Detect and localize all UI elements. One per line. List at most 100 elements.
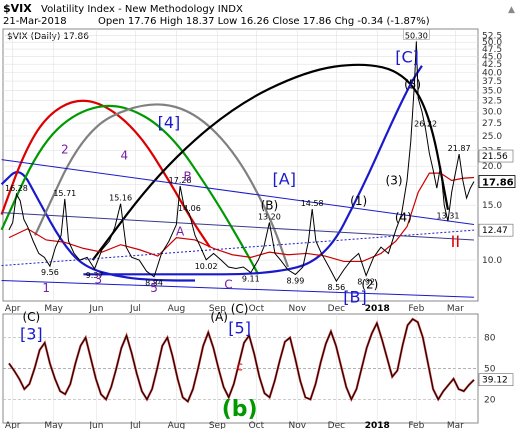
price-tick-label: 45.0 <box>482 52 502 62</box>
price-x-tick-label: Oct <box>249 304 265 314</box>
price-value-label: 9.11 <box>242 275 260 284</box>
oscillator-x-tick-label: Dec <box>328 421 345 429</box>
right-value-labels: 21.56 17.86 12.47 <box>478 149 516 237</box>
price-tick-label: 20.0 <box>482 162 502 172</box>
wave-label: 1 <box>42 281 50 295</box>
oscillator-wave-label: [3] <box>20 325 43 344</box>
gray-arc <box>34 103 290 268</box>
oscillator-wave-label: (b) <box>222 397 258 422</box>
wave-label: II <box>451 232 460 251</box>
wave-label: (4) <box>395 210 412 224</box>
price-tick-label: 50.0 <box>482 38 502 48</box>
oscillator-current-value: 39.12 <box>482 376 508 386</box>
price-tick-label: 25.0 <box>482 132 502 142</box>
wave-label: (2) <box>361 278 378 292</box>
wave-label: (3) <box>386 173 403 187</box>
oscillator-wave-label: (C) <box>22 310 40 324</box>
price-labels: 16.28 15.71 9.56 15.16 9.37 8.84 17.28 14.06 10.… <box>5 29 471 292</box>
moving-average-line <box>8 172 475 263</box>
wave-label: (5) <box>404 78 421 92</box>
price-value-label: 14.06 <box>178 204 201 213</box>
price-value-label: 9.56 <box>41 268 59 277</box>
wave-labels: 1 2 3 4 5 [4] A B C [A] (B) (1) (2) (3) (4) (5) [C] [B] II <box>42 48 460 307</box>
oscillator-x-tick-label: Mar <box>447 421 464 429</box>
last-price-value: 17.86 <box>482 178 514 189</box>
up-arrow-icon[interactable]: ▲ <box>508 5 515 15</box>
oscillator-x-tick-label: 2018 <box>365 421 390 429</box>
price-value-label: 8.92 <box>357 278 375 287</box>
black-arc <box>91 63 450 261</box>
price-axis: 10.012.515.017.520.022.525.027.530.032.5… <box>482 32 502 266</box>
wave-label: 4 <box>120 149 128 163</box>
level-value-box <box>478 223 514 237</box>
oscillator-tick-label: 50 <box>484 365 496 375</box>
index-title: Volatility Index - New Methodology INDX <box>41 4 243 15</box>
oscillator-wave-label: [5] <box>228 318 251 337</box>
price-value-label: 8.99 <box>287 276 305 285</box>
oscillator-tick-label: 20 <box>484 395 496 405</box>
price-panel-frame <box>2 28 479 302</box>
price-x-tick-label: Jul <box>129 304 141 314</box>
price-x-axis: Apr May Jun Jul Aug Sep Oct Nov Dec 2018 Feb Mar <box>5 304 464 314</box>
price-tick-label: 42.5 <box>482 60 502 70</box>
wave-label: 2 <box>61 142 69 156</box>
price-value-label: 15.16 <box>109 194 132 203</box>
oscillator-x-tick-label: Jun <box>88 421 103 429</box>
price-value-label: 14.58 <box>301 199 324 208</box>
oscillator-series: 39.12 <box>8 317 514 404</box>
last-price-tag <box>478 175 516 188</box>
red-arc <box>0 99 211 248</box>
price-x-tick-label: Jun <box>88 304 103 314</box>
oscillator-x-tick-label: Oct <box>249 421 265 429</box>
lower-channel <box>1 279 475 298</box>
price-tick-label: 35.0 <box>482 86 502 96</box>
chart-date: 21-Mar-2018 <box>3 16 67 27</box>
wave-label: 5 <box>150 281 158 295</box>
wave-label: (1) <box>350 194 367 208</box>
green-arc <box>0 104 260 275</box>
level-value: 21.56 <box>482 152 508 162</box>
wave-label: B <box>183 169 191 183</box>
price-line <box>8 41 475 283</box>
price-tick-label: 30.0 <box>482 107 502 117</box>
blue-arc-1 <box>0 171 195 282</box>
oscillator-x-tick-label: May <box>44 421 63 429</box>
price-series <box>8 41 475 283</box>
moving-average <box>8 172 475 263</box>
symbol-label: $VIX <box>3 2 32 15</box>
oscillator-x-tick-label: Jul <box>129 421 141 429</box>
price-legend: $VIX (Daily) 17.86 <box>7 32 89 42</box>
price-value-box <box>403 29 430 40</box>
price-x-tick-label: May <box>44 304 63 314</box>
upper-channel <box>1 159 475 226</box>
price-tick-label: 47.5 <box>482 45 502 55</box>
price-value-label: 21.87 <box>448 144 471 153</box>
oscillator-x-tick-label: Apr <box>5 421 21 429</box>
price-x-tick-label: Feb <box>408 304 424 314</box>
oscillator-line <box>8 318 475 403</box>
price-x-tick-label: Sep <box>209 304 226 314</box>
price-tick-label: 32.5 <box>482 96 502 106</box>
price-tick-label: 10.0 <box>482 256 502 266</box>
oscillator-x-tick-label: Feb <box>408 421 424 429</box>
price-tick-label: 52.5 <box>482 32 502 42</box>
oscillator-wave-label: (A) <box>210 310 228 324</box>
wave-label: (B) <box>261 199 279 213</box>
price-value-label: 13.20 <box>258 212 281 221</box>
oscillator-value-box <box>478 373 514 387</box>
wave-label: [4] <box>158 113 181 132</box>
price-value-label: 8.84 <box>145 279 163 288</box>
price-tick-label: 37.5 <box>482 77 502 87</box>
wave-label: A <box>176 224 185 238</box>
oscillator-wave-labels: (C)[3](A)(C)[5]c(b) <box>20 302 258 422</box>
wave-label: C <box>224 278 232 292</box>
price-value-label: 50.30 <box>405 31 428 40</box>
price-value-label: 15.71 <box>53 189 76 198</box>
price-x-tick-label: 2018 <box>365 304 390 314</box>
wave-label: [B] <box>343 288 366 307</box>
oscillator-tick-label: 80 <box>484 334 496 344</box>
dotted-support <box>1 229 475 267</box>
price-x-tick-label: Mar <box>447 304 464 314</box>
price-x-tick-label: Aug <box>168 304 186 314</box>
wave-label: [A] <box>273 169 296 188</box>
